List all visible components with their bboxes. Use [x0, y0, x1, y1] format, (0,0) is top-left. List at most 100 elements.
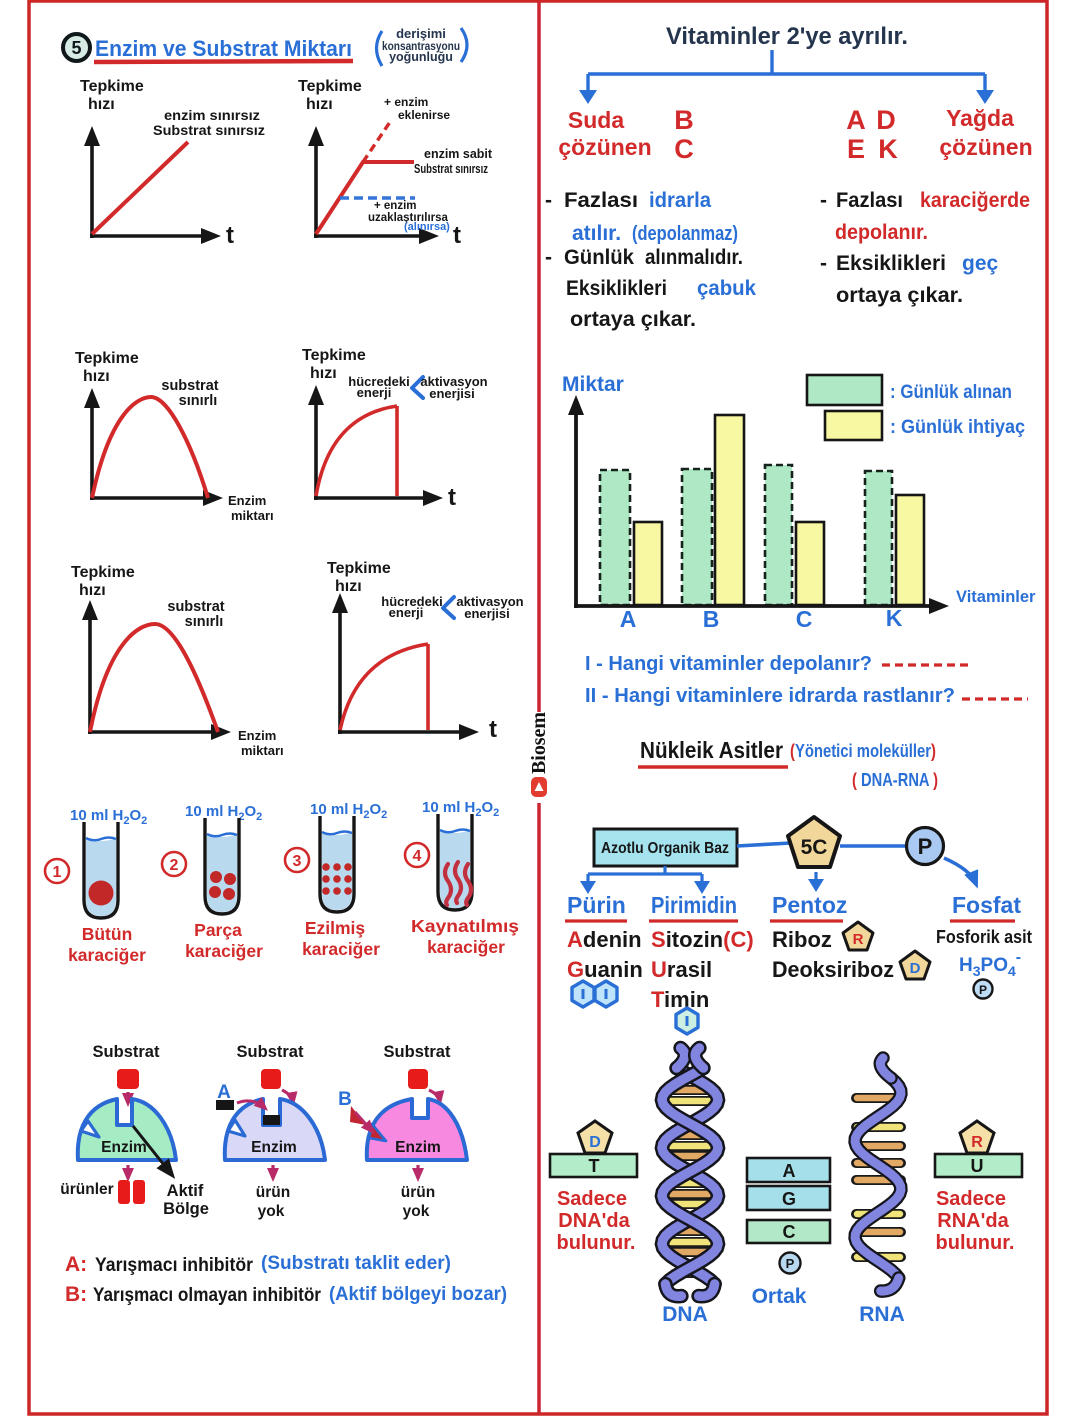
- svg-text:Fazlası: Fazlası: [564, 189, 638, 212]
- svg-text:karaciğer: karaciğer: [302, 939, 380, 959]
- svg-text:(Substratı taklit eder): (Substratı taklit eder): [261, 1253, 451, 1274]
- svg-text:ürünler: ürünler: [60, 1181, 113, 1198]
- svg-text:ürün: ürün: [401, 1184, 435, 1201]
- svg-text:Ortak: Ortak: [752, 1285, 807, 1308]
- svg-text:Enzim: Enzim: [228, 493, 266, 508]
- svg-text:Sadece: Sadece: [557, 1188, 627, 1210]
- svg-text:Suda: Suda: [568, 107, 624, 133]
- svg-text:Tepkime: Tepkime: [302, 347, 366, 364]
- svg-text:hücredeki: hücredeki: [381, 594, 442, 609]
- svg-text:hücredeki: hücredeki: [348, 374, 409, 389]
- svg-text:hızı: hızı: [79, 582, 106, 599]
- svg-text:4: 4: [413, 848, 422, 865]
- svg-text:+ enzim: + enzim: [374, 200, 417, 212]
- svg-text:karaciğer: karaciğer: [68, 945, 146, 965]
- svg-text:Bütün: Bütün: [82, 924, 133, 944]
- svg-text:atılır.: atılır.: [572, 222, 621, 245]
- svg-text:hızı: hızı: [83, 368, 110, 385]
- svg-text:çözünen: çözünen: [939, 134, 1032, 160]
- svg-text:karaciğer: karaciğer: [185, 941, 263, 961]
- svg-text:t: t: [489, 716, 497, 743]
- svg-text:Vitaminler: Vitaminler: [956, 588, 1036, 606]
- svg-text:karaciğerde: karaciğerde: [920, 189, 1030, 212]
- svg-text:Eksiklikleri: Eksiklikleri: [566, 277, 667, 300]
- svg-text:Azotlu Organik Baz: Azotlu Organik Baz: [601, 840, 729, 857]
- svg-text:Sitozin(C): Sitozin(C): [651, 927, 754, 952]
- svg-text:(depolanmaz): (depolanmaz): [632, 223, 738, 245]
- svg-text:Enzim: Enzim: [395, 1139, 441, 1156]
- svg-text:çözünen: çözünen: [558, 134, 651, 160]
- svg-text:Fosforik asit: Fosforik asit: [936, 927, 1032, 947]
- svg-text:: Günlük ihtiyaç: : Günlük ihtiyaç: [890, 417, 1025, 438]
- svg-text:(Yönetici moleküller): (Yönetici moleküller): [790, 741, 936, 761]
- svg-text:Pürin: Pürin: [567, 892, 626, 918]
- svg-text:-: -: [545, 246, 552, 269]
- svg-text:Parça: Parça: [194, 920, 242, 940]
- svg-text:enzim sınırsız: enzim sınırsız: [164, 107, 260, 123]
- svg-text:geç: geç: [962, 252, 999, 275]
- svg-text:C: C: [783, 1222, 796, 1242]
- svg-text:Substrat: Substrat: [237, 1043, 304, 1061]
- svg-text:: Günlük alınan: : Günlük alınan: [890, 382, 1012, 403]
- svg-text:Tepkime: Tepkime: [71, 564, 135, 581]
- svg-text:eklenirse: eklenirse: [398, 108, 450, 122]
- svg-text:K: K: [886, 605, 903, 631]
- svg-text:Urasil: Urasil: [651, 957, 712, 982]
- svg-text:Enzim: Enzim: [251, 1139, 297, 1156]
- svg-text:derişimi: derişimi: [396, 26, 446, 41]
- svg-text:çabuk: çabuk: [697, 277, 756, 300]
- svg-text:II - Hangi vitaminlere idrarda: II - Hangi vitaminlere idrarda rastlanır…: [585, 685, 955, 707]
- svg-text:Tepkime: Tepkime: [75, 350, 139, 367]
- svg-text:Vitaminler 2'ye ayrılır.: Vitaminler 2'ye ayrılır.: [666, 23, 908, 50]
- svg-text:Riboz: Riboz: [772, 927, 832, 952]
- svg-text:ortaya çıkar.: ortaya çıkar.: [836, 284, 963, 307]
- svg-text:T: T: [589, 1156, 600, 1176]
- svg-text:10 ml H2O2: 10 ml H2O2: [422, 799, 499, 819]
- svg-text:ortaya çıkar.: ortaya çıkar.: [570, 308, 696, 331]
- svg-text:A: A: [217, 1082, 231, 1103]
- svg-text:hızı: hızı: [310, 365, 337, 382]
- svg-text:DNA: DNA: [662, 1303, 708, 1326]
- svg-text:Yarışmacı inhibitör: Yarışmacı inhibitör: [95, 1255, 254, 1276]
- svg-text:enzim sabit: enzim sabit: [424, 147, 493, 161]
- svg-text:miktarı: miktarı: [241, 743, 284, 758]
- svg-text:G: G: [782, 1189, 796, 1209]
- svg-text:A: A: [846, 105, 866, 135]
- svg-text:Tepkime: Tepkime: [327, 560, 391, 577]
- svg-text:Sadece: Sadece: [936, 1188, 1006, 1210]
- svg-text:1: 1: [53, 864, 62, 881]
- svg-text:substrat: substrat: [161, 378, 218, 394]
- svg-text:RNA'da: RNA'da: [937, 1210, 1009, 1232]
- svg-text:D: D: [876, 105, 896, 135]
- svg-text:RNA: RNA: [859, 1303, 905, 1326]
- svg-text:Eksiklikleri: Eksiklikleri: [836, 252, 946, 275]
- svg-text:5: 5: [71, 38, 81, 58]
- svg-text:Adenin: Adenin: [567, 927, 642, 952]
- svg-text:Pirimidin: Pirimidin: [651, 892, 737, 918]
- svg-text:-: -: [820, 252, 827, 275]
- svg-text:Ezilmiş: Ezilmiş: [305, 918, 366, 938]
- svg-text:Guanin: Guanin: [567, 957, 643, 982]
- svg-text:enerjisi: enerjisi: [429, 386, 475, 401]
- svg-text:aktivasyon: aktivasyon: [456, 594, 523, 609]
- svg-text:Günlük: Günlük: [564, 246, 634, 269]
- svg-text:Yağda: Yağda: [946, 105, 1014, 131]
- svg-text:B: B: [338, 1089, 352, 1110]
- svg-text:enerjisi: enerjisi: [464, 606, 510, 621]
- svg-text:D: D: [910, 960, 921, 977]
- svg-text:D: D: [589, 1134, 601, 1151]
- svg-text:B:: B:: [65, 1283, 87, 1306]
- svg-text:2: 2: [170, 857, 179, 874]
- svg-text:Pentoz: Pentoz: [772, 892, 847, 918]
- svg-text:C: C: [796, 606, 813, 632]
- svg-text:Enzim: Enzim: [101, 1139, 147, 1156]
- svg-text:B: B: [674, 105, 694, 135]
- svg-text:(Aktif bölgeyi bozar): (Aktif bölgeyi bozar): [329, 1284, 507, 1305]
- svg-text:+ enzim: + enzim: [384, 95, 428, 109]
- svg-text:( DNA-RNA ): ( DNA-RNA ): [852, 770, 938, 790]
- svg-text:Miktar: Miktar: [562, 373, 624, 396]
- svg-text:enerji: enerji: [357, 385, 392, 400]
- svg-text:ürün: ürün: [256, 1184, 290, 1201]
- svg-text:Yarışmacı olmayan inhibitör: Yarışmacı olmayan inhibitör: [93, 1285, 322, 1306]
- svg-text:Aktif: Aktif: [167, 1182, 204, 1200]
